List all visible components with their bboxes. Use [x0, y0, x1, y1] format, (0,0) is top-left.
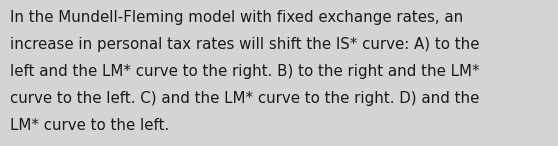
Text: In the Mundell-Fleming model with fixed exchange rates, an: In the Mundell-Fleming model with fixed … — [10, 10, 463, 25]
Text: left and the LM* curve to the right. B) to the right and the LM*: left and the LM* curve to the right. B) … — [10, 64, 480, 79]
Text: LM* curve to the left.: LM* curve to the left. — [10, 118, 169, 133]
Text: increase in personal tax rates will shift the IS* curve: A) to the: increase in personal tax rates will shif… — [10, 37, 479, 52]
Text: curve to the left. C) and the LM* curve to the right. D) and the: curve to the left. C) and the LM* curve … — [10, 91, 479, 106]
